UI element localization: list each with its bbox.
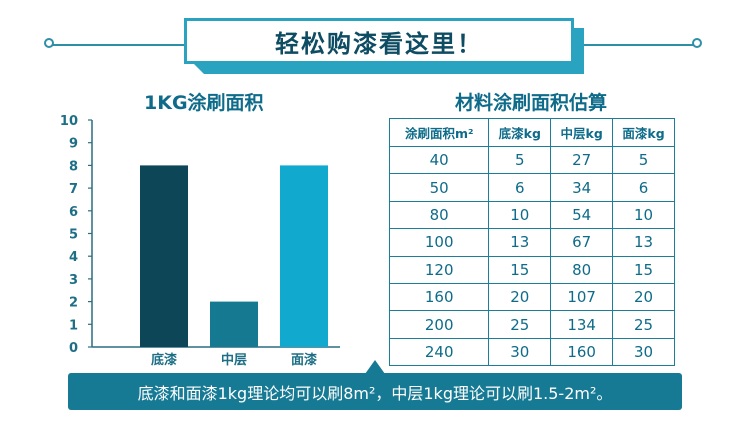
- table-cell: 100: [388, 228, 490, 257]
- table-cell: 6: [488, 173, 552, 202]
- y-tick-label: 8: [69, 159, 78, 174]
- chart-title: 1KG涂刷面积: [144, 92, 264, 114]
- y-tick-label: 2: [69, 296, 78, 311]
- y-tick-label: 1: [69, 318, 78, 333]
- banner-dot-right: [692, 38, 702, 48]
- table-cell: 107: [550, 282, 614, 312]
- estimate-table: 涂刷面积m² 底漆kg 中层kg 面漆kg 40 5 27 5 50 6 34 6 80 10 54 10 1…: [388, 118, 675, 367]
- table-header-cell: 面漆kg: [612, 118, 675, 147]
- table-cell: 80: [388, 200, 490, 230]
- table-row: 240 30 160 30: [388, 337, 675, 367]
- table-cell: 15: [488, 255, 552, 284]
- table-cell: 27: [550, 145, 614, 175]
- table-cell: 134: [550, 310, 614, 339]
- y-tick-label: 7: [69, 182, 78, 197]
- table-header-cell: 涂刷面积m²: [388, 118, 490, 147]
- y-tick-label: 6: [69, 205, 78, 220]
- bar-1: [140, 165, 188, 347]
- table-cell: 6: [612, 173, 675, 202]
- table-row: 40 5 27 5: [388, 145, 675, 175]
- x-tick-label: 中层: [221, 352, 247, 368]
- table-cell: 50: [388, 173, 490, 202]
- table-row: 100 13 67 13: [388, 228, 675, 257]
- footer-note-box: 底漆和面漆1kg理论均可以刷8m²，中层1kg理论可以刷1.5-2m²。: [68, 373, 682, 410]
- banner-line-right: [584, 44, 694, 46]
- table-row: 80 10 54 10: [388, 200, 675, 230]
- table-cell: 120: [388, 255, 490, 284]
- footer-note: 底漆和面漆1kg理论均可以刷8m²，中层1kg理论可以刷1.5-2m²。: [137, 383, 613, 403]
- table-cell: 25: [612, 310, 675, 339]
- table-cell: 25: [488, 310, 552, 339]
- table-cell: 5: [488, 145, 552, 175]
- table-body: 40 5 27 5 50 6 34 6 80 10 54 10 100 13 67 13 120 15 80 15 16…: [388, 145, 675, 367]
- banner-dot-left: [44, 38, 54, 48]
- table-cell: 15: [612, 255, 675, 284]
- bar-chart: 0 1 2 3 4 5 6 7 8 9 10 底漆 中层 面漆: [60, 114, 340, 368]
- table-cell: 80: [550, 255, 614, 284]
- table-cell: 54: [550, 200, 614, 230]
- table-cell: 160: [550, 337, 614, 367]
- y-tick-label: 4: [69, 250, 78, 265]
- table-cell: 240: [388, 337, 490, 367]
- bar-3: [280, 165, 328, 347]
- table-cell: 13: [488, 228, 552, 257]
- table-row: 200 25 134 25: [388, 310, 675, 339]
- table-header-row: 涂刷面积m² 底漆kg 中层kg 面漆kg: [388, 118, 675, 147]
- table-row: 160 20 107 20: [388, 282, 675, 312]
- table-title: 材料涂刷面积估算: [455, 92, 608, 114]
- x-tick-label: 底漆: [151, 352, 177, 368]
- y-tick-label: 5: [69, 228, 78, 243]
- callout-pointer: [365, 360, 385, 374]
- y-tick-label: 0: [69, 341, 78, 356]
- banner-line-left: [52, 44, 184, 46]
- y-tick-label: 3: [69, 273, 78, 288]
- table-cell: 160: [388, 282, 490, 312]
- table-cell: 40: [388, 145, 490, 175]
- page-title: 轻松购漆看这里！: [275, 29, 483, 58]
- table-cell: 20: [612, 282, 675, 312]
- table-cell: 67: [550, 228, 614, 257]
- table-cell: 30: [488, 337, 552, 367]
- table-cell: 10: [612, 200, 675, 230]
- table-cell: 20: [488, 282, 552, 312]
- table-cell: 10: [488, 200, 552, 230]
- table-cell: 13: [612, 228, 675, 257]
- table-header-cell: 底漆kg: [488, 118, 552, 147]
- table-row: 120 15 80 15: [388, 255, 675, 284]
- table-header-cell: 中层kg: [550, 118, 614, 147]
- table-cell: 34: [550, 173, 614, 202]
- table-cell: 30: [612, 337, 675, 367]
- header-banner: 轻松购漆看这里！: [184, 18, 574, 64]
- table-cell: 5: [612, 145, 675, 175]
- y-tick-label: 10: [60, 114, 78, 129]
- y-tick-label: 9: [69, 137, 78, 152]
- x-tick-label: 面漆: [291, 352, 317, 368]
- bar-2: [210, 301, 258, 347]
- table-row: 50 6 34 6: [388, 173, 675, 202]
- table-cell: 200: [388, 310, 490, 339]
